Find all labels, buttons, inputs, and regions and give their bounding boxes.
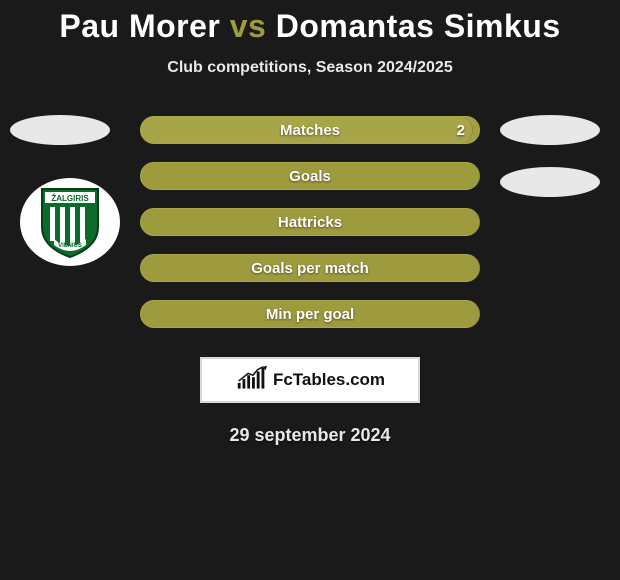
player2-name: Domantas Simkus [276,8,561,44]
date-text: 29 september 2024 [0,425,620,446]
brand-logo-icon [236,365,268,394]
player2-value-pill [500,115,600,145]
club-badge: ŽALGIRIS VILNIUS [20,178,120,266]
stat-bar: Min per goal [140,300,480,328]
club-badge-inner: ŽALGIRIS VILNIUS [38,185,102,259]
stat-value: 2 [457,122,465,139]
player2-value-pill [500,167,600,197]
stat-bar: Matches2 [140,116,480,144]
brand-box[interactable]: FcTables.com [200,357,420,403]
stat-label: Min per goal [141,306,479,323]
shield-icon: ŽALGIRIS VILNIUS [38,185,102,259]
stat-row: Min per goal [0,291,620,337]
stat-label: Goals per match [141,260,479,277]
stat-bar: Goals per match [140,254,480,282]
brand-text: FcTables.com [273,370,385,390]
stats-card: Pau Morer vs Domantas Simkus Club compet… [0,0,620,580]
badge-bottom-text: VILNIUS [58,243,82,249]
subtitle: Club competitions, Season 2024/2025 [0,59,620,77]
stat-bar: Hattricks [140,208,480,236]
player1-value-pill [10,115,110,145]
stat-label: Matches [141,122,479,139]
stat-row: Matches2 [0,107,620,153]
stat-label: Hattricks [141,214,479,231]
player1-name: Pau Morer [59,8,220,44]
stat-bar: Goals [140,162,480,190]
page-title: Pau Morer vs Domantas Simkus [0,0,620,45]
stat-label: Goals [141,168,479,185]
badge-top-text: ŽALGIRIS [51,194,89,203]
vs-text: vs [230,8,267,44]
